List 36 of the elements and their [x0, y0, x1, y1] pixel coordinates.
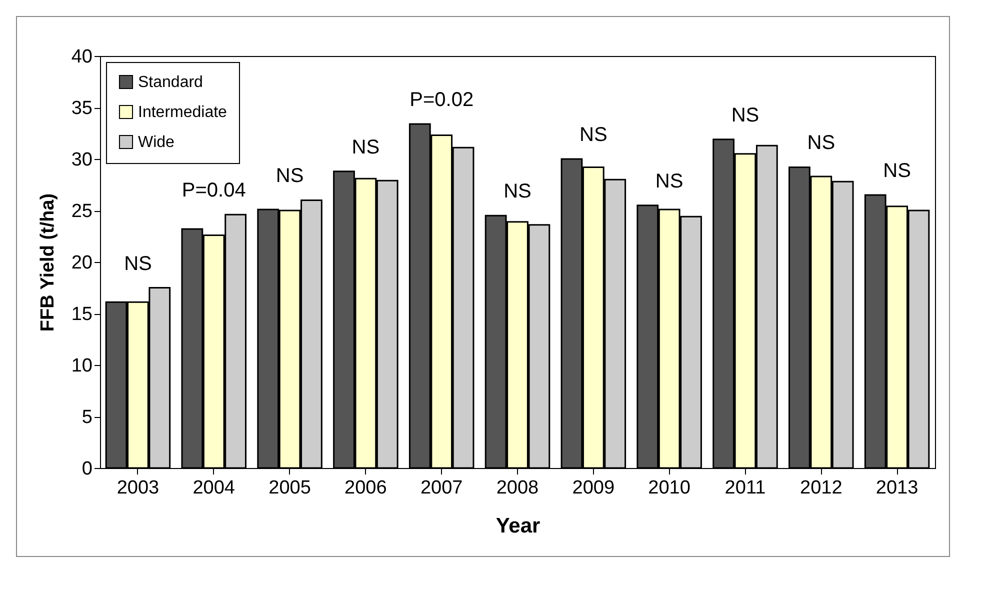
annotation: P=0.04	[182, 180, 246, 202]
x-tick-label: 2006	[344, 478, 387, 498]
x-tick-label: 2010	[648, 478, 690, 498]
x-tick-label: 2011	[724, 478, 766, 498]
x-tick-label: 2003	[116, 478, 160, 498]
y-tick-label: 25	[71, 201, 92, 222]
annotation: NS	[504, 180, 532, 203]
x-tick-label: 2013	[876, 478, 918, 498]
x-tick-label: 2009	[572, 478, 615, 498]
annotation: NS	[883, 160, 911, 182]
y-axis-title: FFB Yield (t/ha)	[37, 193, 58, 332]
annotation: NS	[352, 136, 380, 158]
legend-label: Standard	[138, 74, 203, 91]
x-tick-label: 2008	[496, 478, 539, 498]
annotation: P=0.02	[410, 88, 474, 111]
y-tick-label: 30	[71, 150, 92, 170]
legend-label: Intermediate	[138, 104, 228, 121]
y-tick-label: 40	[71, 46, 92, 68]
annotation: NS	[580, 124, 608, 146]
annotation: NS	[807, 132, 836, 154]
annotation: NS	[655, 170, 684, 192]
annotation: NS	[276, 165, 304, 188]
annotation: NS	[731, 104, 760, 126]
y-tick-label: 0	[82, 458, 92, 480]
legend-label: Wide	[138, 134, 175, 151]
y-tick-label: 35	[71, 98, 92, 119]
x-tick-label: 2012	[800, 478, 842, 498]
y-tick-label: 15	[71, 304, 92, 325]
y-tick-label: 5	[82, 407, 92, 428]
x-axis-title: Year	[496, 514, 540, 538]
x-tick-label: 2004	[192, 478, 236, 498]
y-tick-label: 10	[71, 356, 92, 376]
y-tick-label: 20	[71, 252, 92, 274]
x-tick-label: 2005	[268, 478, 311, 498]
x-tick-label: 2007	[420, 478, 463, 498]
annotation: NS	[124, 252, 152, 275]
